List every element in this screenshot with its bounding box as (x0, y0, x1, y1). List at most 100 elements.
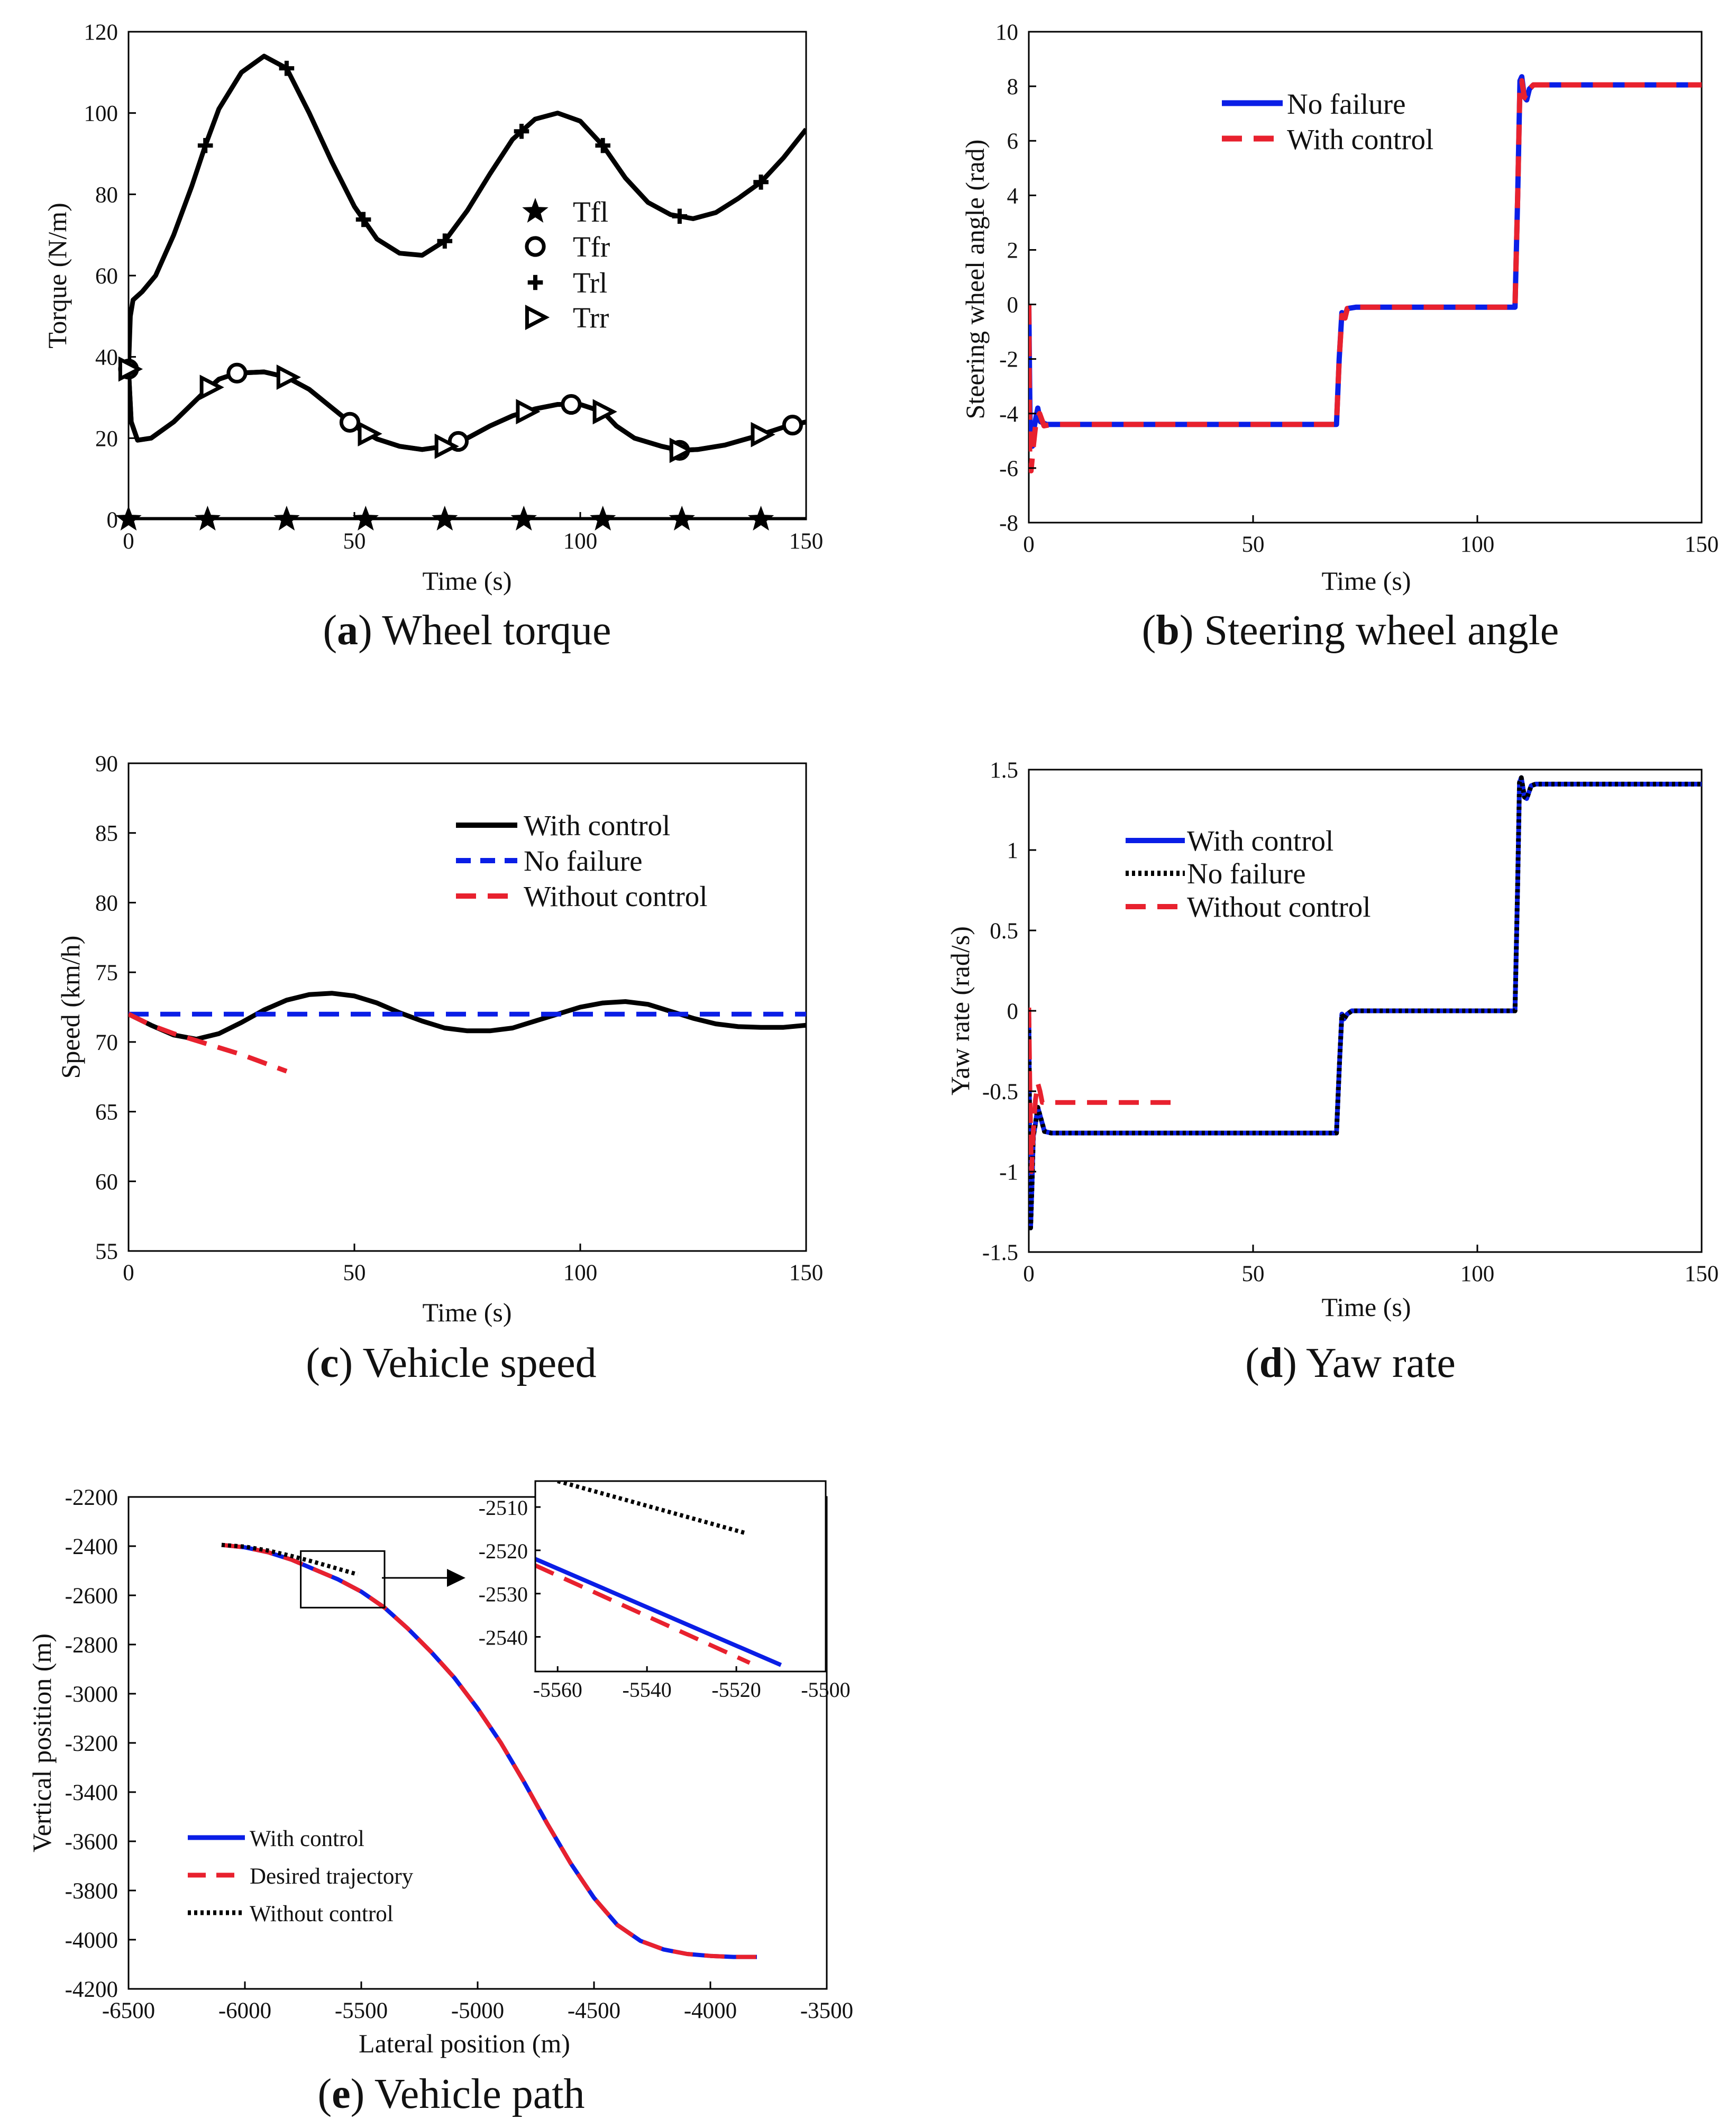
inset-series-lines (535, 1481, 782, 1667)
x-tick-label: 50 (1242, 1262, 1265, 1286)
marker-trr (516, 399, 541, 425)
x-axis-label: Time (s) (1321, 1292, 1411, 1322)
y-tick-label: -1.5 (982, 1240, 1018, 1265)
caption-letter: e (332, 2071, 351, 2117)
caption-text: ) Steering wheel angle (1180, 607, 1559, 654)
y-tick-label: 0 (107, 508, 118, 533)
caption: (e) Vehicle path (318, 2071, 585, 2117)
marker-tfl (194, 506, 221, 531)
marker-trl (197, 138, 213, 153)
caption-text: ) Yaw rate (1283, 1340, 1456, 1386)
caption-text: ) Vehicle path (351, 2071, 585, 2117)
x-tick-label: -5500 (335, 1998, 388, 2023)
legend-label-trl: Trl (573, 267, 607, 299)
y-tick-label: 60 (95, 1170, 118, 1194)
marker-trl (437, 233, 453, 249)
x-tick-label: -6000 (218, 1998, 271, 2023)
marker-trr (434, 433, 459, 459)
series-line-without-control (1029, 1007, 1182, 1174)
x-tick-label: 100 (563, 529, 598, 554)
legend-marker-tfl (522, 198, 549, 223)
series-line-no-failure (1029, 775, 1702, 1230)
caption-letter: b (1156, 607, 1180, 654)
x-tick-label: 100 (563, 1261, 598, 1285)
x-ticks: 0 50 100 150 (1023, 515, 1719, 557)
x-tick-label: -3500 (800, 1998, 853, 2023)
legend-label-no-failure: No failure (1287, 88, 1406, 120)
legend-label-with-control: With control (524, 809, 670, 842)
panel-vehicle-path: -6500 -6000 -5500 -5000 -4500 -4000 -3500 -420… (27, 1480, 853, 2117)
legend-label-without-control: Without control (524, 880, 708, 912)
marker-trr (118, 356, 143, 382)
x-tick-label: -5540 (622, 1678, 671, 1702)
legend-label-tfl: Tfl (573, 196, 608, 228)
marker-tfl (747, 506, 774, 531)
series-line-desired-trajectory (221, 1542, 757, 1959)
y-tick-label: 40 (95, 345, 118, 370)
y-tick-label: 65 (95, 1100, 118, 1125)
legend-marker-trl (527, 275, 543, 290)
caption: (c) Vehicle speed (306, 1340, 596, 1386)
x-axis-label: Time (s) (1321, 566, 1411, 596)
y-tick-label: -2600 (65, 1584, 118, 1609)
marker-trr (592, 399, 617, 425)
series-lines (1029, 775, 1702, 1230)
y-tick-label: -3400 (65, 1780, 118, 1805)
legend: No failure With control (1222, 88, 1433, 156)
panel-steering-wheel-angle: 0 50 100 150 -8 -6 -4 -2 0 2 4 6 8 10 Time (s) Steer… (960, 20, 1719, 654)
series-line-without-control (221, 1542, 359, 1577)
x-tick-label: 0 (1023, 532, 1035, 557)
y-tick-label: 1.5 (990, 758, 1018, 783)
x-tick-label: -5000 (451, 1998, 504, 2023)
panel-vehicle-speed: 0 50 100 150 55 60 65 70 75 80 85 90 Time (s) Spee… (56, 752, 823, 1386)
marker-trl (279, 60, 295, 76)
panel-wheel-torque: 0 50 100 150 0 20 40 60 80 100 120 Time (s) Torqu… (42, 20, 823, 654)
inset-frame (534, 1480, 827, 1673)
marker-tfl (273, 506, 300, 531)
zoom-box (300, 1550, 386, 1609)
y-axis-label: Vertical position (m) (27, 1633, 57, 1852)
x-tick-label: 150 (1685, 1262, 1719, 1286)
x-ticks: 0 50 100 150 (123, 512, 823, 554)
panel-yaw-rate: 0 50 100 150 -1.5 -1 -0.5 0 0.5 1 1.5 Time (s) Ya… (945, 758, 1719, 1386)
x-tick-label: 100 (1460, 532, 1495, 557)
legend-label-trr: Trr (573, 302, 609, 334)
legend-marker-shape (522, 198, 549, 223)
y-tick-label: 0 (1007, 999, 1019, 1024)
y-tick-label: -2510 (479, 1496, 528, 1520)
legend-marker-shape (527, 275, 543, 290)
marker-trl (672, 208, 688, 224)
series-line-with-control (1029, 78, 1702, 473)
legend-label-no-failure: No failure (1187, 857, 1306, 890)
marker-tfl (510, 506, 537, 531)
x-tick-label: -6500 (102, 1998, 155, 2023)
legend: With control No failure Without control (1126, 825, 1371, 923)
x-tick-label: 0 (1023, 1262, 1035, 1286)
y-tick-label: 85 (95, 821, 118, 846)
y-tick-label: -3600 (65, 1830, 118, 1855)
inset-y-ticks: -2540 -2530 -2520 -2510 (479, 1496, 541, 1650)
marker-trr (669, 437, 694, 463)
caption: (d) Yaw rate (1245, 1340, 1456, 1386)
y-tick-label: 0.5 (990, 919, 1018, 944)
series-markers (115, 60, 803, 531)
legend-marker-tfr (525, 236, 546, 257)
x-tick-label: 150 (1685, 532, 1719, 557)
y-tick-label: -2520 (479, 1539, 528, 1563)
y-tick-label: 80 (95, 891, 118, 916)
x-tick-label: 50 (1242, 532, 1265, 557)
legend: With control Desired trajectory Without … (188, 1826, 414, 1926)
y-tick-label: 10 (995, 20, 1018, 45)
zoom-arrow-head (447, 1569, 465, 1587)
y-tick-label: -2540 (479, 1626, 528, 1650)
x-ticks: 0 50 100 150 (123, 1244, 823, 1285)
marker-tfl (590, 506, 616, 531)
x-ticks: -6500 -6000 -5500 -5000 -4500 -4000 -3500 (102, 1981, 853, 2023)
legend-label-desired-trajectory: Desired trajectory (250, 1864, 414, 1889)
x-axis-label: Time (s) (422, 566, 511, 596)
y-ticks: 55 60 65 70 75 80 85 90 (95, 752, 136, 1264)
marker-tfr (339, 412, 361, 433)
x-tick-label: 0 (123, 529, 134, 554)
x-tick-label: -5500 (801, 1678, 850, 1702)
marker-tfl (669, 506, 695, 531)
